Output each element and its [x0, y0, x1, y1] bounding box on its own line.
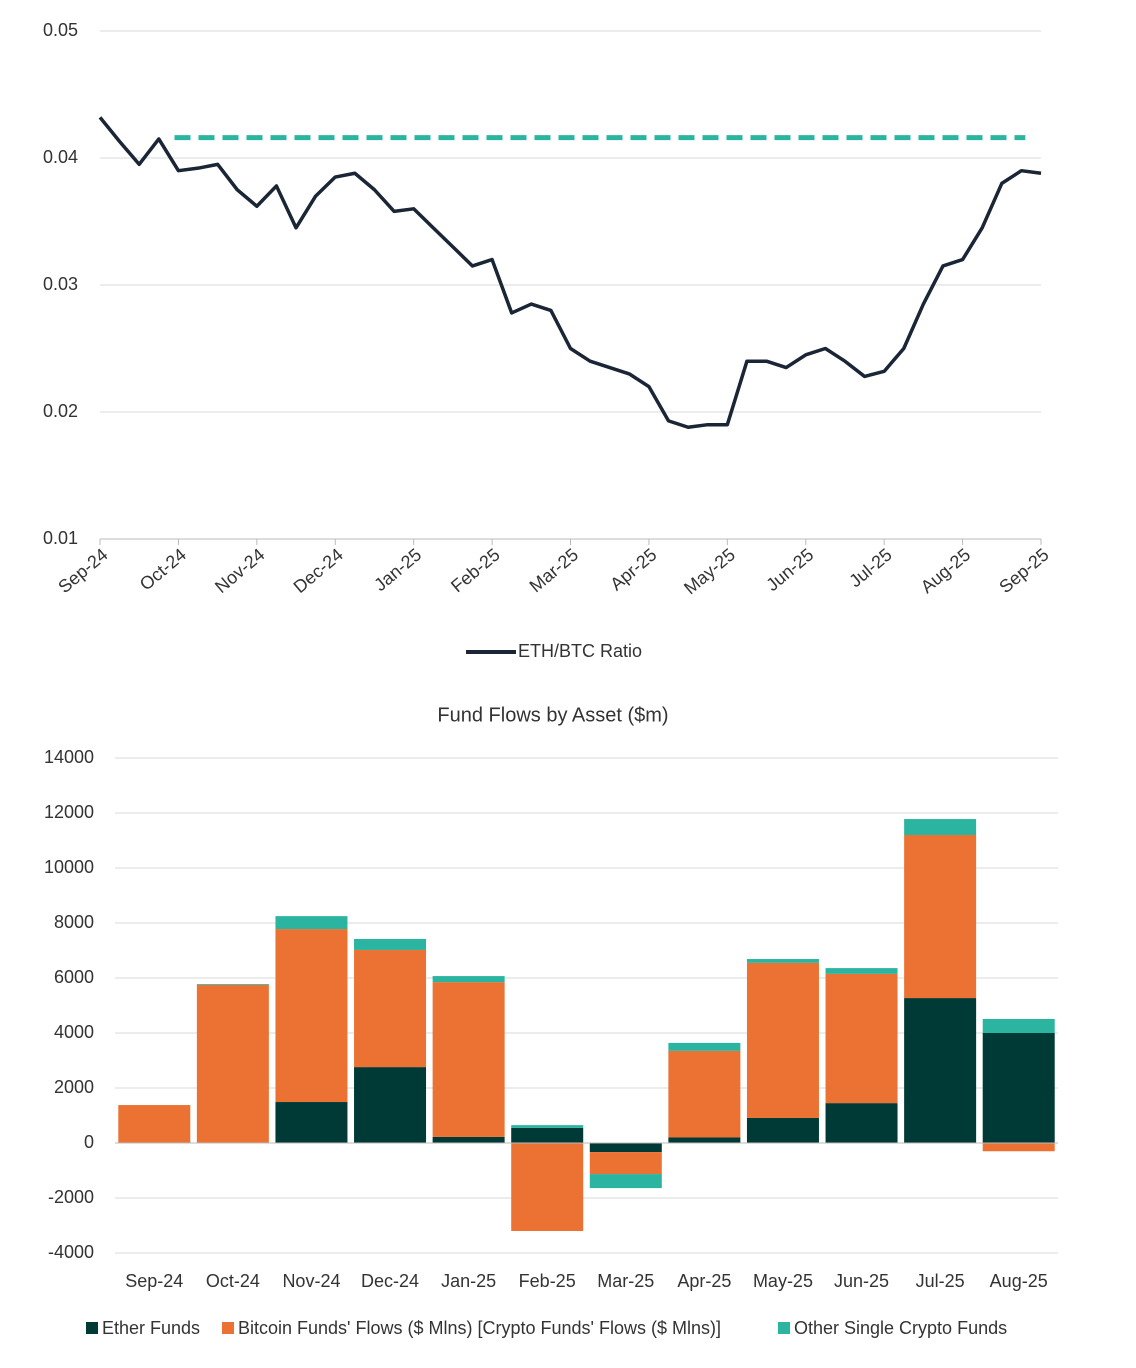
bar-segment: [275, 916, 348, 930]
bar-segment: [825, 968, 898, 974]
legend-swatch: [778, 1322, 790, 1334]
x-tick-label: Mar-25: [597, 1271, 654, 1291]
bar-segment: [746, 1117, 819, 1143]
x-tick-label: Mar-25: [526, 544, 583, 596]
x-tick-label: Jun-25: [834, 1271, 889, 1291]
x-tick-label: Oct-24: [136, 544, 190, 594]
y-tick-label: 0.01: [43, 528, 78, 548]
bar-segment: [432, 1136, 505, 1143]
y-tick-label: 14000: [44, 747, 94, 767]
bar-segment: [746, 962, 819, 1118]
bar-segment: [668, 1042, 741, 1051]
x-tick-label: Apr-25: [606, 544, 660, 594]
x-tick-label: Aug-25: [917, 544, 974, 597]
bar-segment: [511, 1127, 584, 1143]
legend-label: ETH/BTC Ratio: [518, 641, 642, 661]
x-tick-label: Dec-24: [290, 544, 347, 597]
y-tick-label: 2000: [54, 1077, 94, 1097]
bar-segment: [432, 976, 505, 983]
y-tick-label: 0: [84, 1132, 94, 1152]
y-tick-label: 12000: [44, 802, 94, 822]
bar-segment: [511, 1125, 584, 1128]
x-tick-label: Apr-25: [677, 1271, 731, 1291]
line: [98, 116, 1042, 429]
bar-segment: [196, 984, 269, 985]
x-tick-label: Jun-25: [762, 544, 817, 595]
y-tick-label: 4000: [54, 1022, 94, 1042]
x-tick-label: May-25: [680, 544, 739, 598]
legend-swatch: [222, 1322, 234, 1334]
x-tick-label: Sep-24: [54, 544, 111, 597]
legend-swatch: [86, 1322, 98, 1334]
y-tick-label: 0.04: [43, 147, 78, 167]
x-tick-label: Jul-25: [845, 544, 895, 591]
bar-segment: [668, 1050, 741, 1138]
bar-segment: [196, 984, 269, 1143]
y-tick-label: 6000: [54, 967, 94, 987]
x-tick-label: Feb-25: [447, 544, 504, 596]
bar-segment: [354, 938, 427, 950]
x-tick-label: Nov-24: [282, 1271, 340, 1291]
y-tick-label: 10000: [44, 857, 94, 877]
x-tick-label: Dec-24: [361, 1271, 419, 1291]
x-tick-label: Jan-25: [370, 544, 425, 595]
x-tick-label: Aug-25: [990, 1271, 1048, 1291]
y-tick-label: 0.03: [43, 274, 78, 294]
y-tick-label: -2000: [48, 1187, 94, 1207]
bar-segment: [904, 819, 977, 835]
legend-label: Other Single Crypto Funds: [794, 1318, 1007, 1338]
x-tick-label: May-25: [753, 1271, 813, 1291]
bar-segment: [668, 1137, 741, 1143]
bar-segment: [275, 929, 348, 1103]
y-tick-label: 0.02: [43, 401, 78, 421]
chart-title: Fund Flows by Asset ($m): [437, 704, 668, 726]
legend-label: Ether Funds: [102, 1318, 200, 1338]
bar-segment: [589, 1143, 662, 1153]
x-tick-label: Jan-25: [441, 1271, 496, 1291]
legend-label: Bitcoin Funds' Flows ($ Mlns) [Crypto Fu…: [238, 1318, 721, 1338]
bar-segment: [511, 1143, 584, 1231]
bar-segment: [746, 959, 819, 963]
x-tick-label: Feb-25: [519, 1271, 576, 1291]
bar-segment: [118, 1105, 191, 1143]
bar-segment: [904, 998, 977, 1143]
x-tick-label: Sep-25: [995, 544, 1052, 597]
bar-segment: [982, 1143, 1055, 1152]
bar-segment: [904, 835, 977, 999]
bar-segment: [432, 982, 505, 1137]
bar-segment: [275, 1102, 348, 1143]
y-tick-label: 8000: [54, 912, 94, 932]
bar-segment: [825, 1103, 898, 1143]
y-tick-label: 0.05: [43, 20, 78, 40]
x-tick-label: Sep-24: [125, 1271, 183, 1291]
x-tick-label: Nov-24: [211, 544, 268, 597]
bar-segment: [589, 1152, 662, 1175]
bar-segment: [354, 1067, 427, 1143]
bar-segment: [589, 1174, 662, 1189]
bar-segment: [825, 973, 898, 1104]
bar-segment: [982, 1033, 1055, 1143]
bar-segment: [982, 1018, 1055, 1033]
x-tick-label: Jul-25: [916, 1271, 965, 1291]
x-tick-label: Oct-24: [206, 1271, 260, 1291]
y-tick-label: -4000: [48, 1242, 94, 1262]
bar-segment: [354, 949, 427, 1068]
